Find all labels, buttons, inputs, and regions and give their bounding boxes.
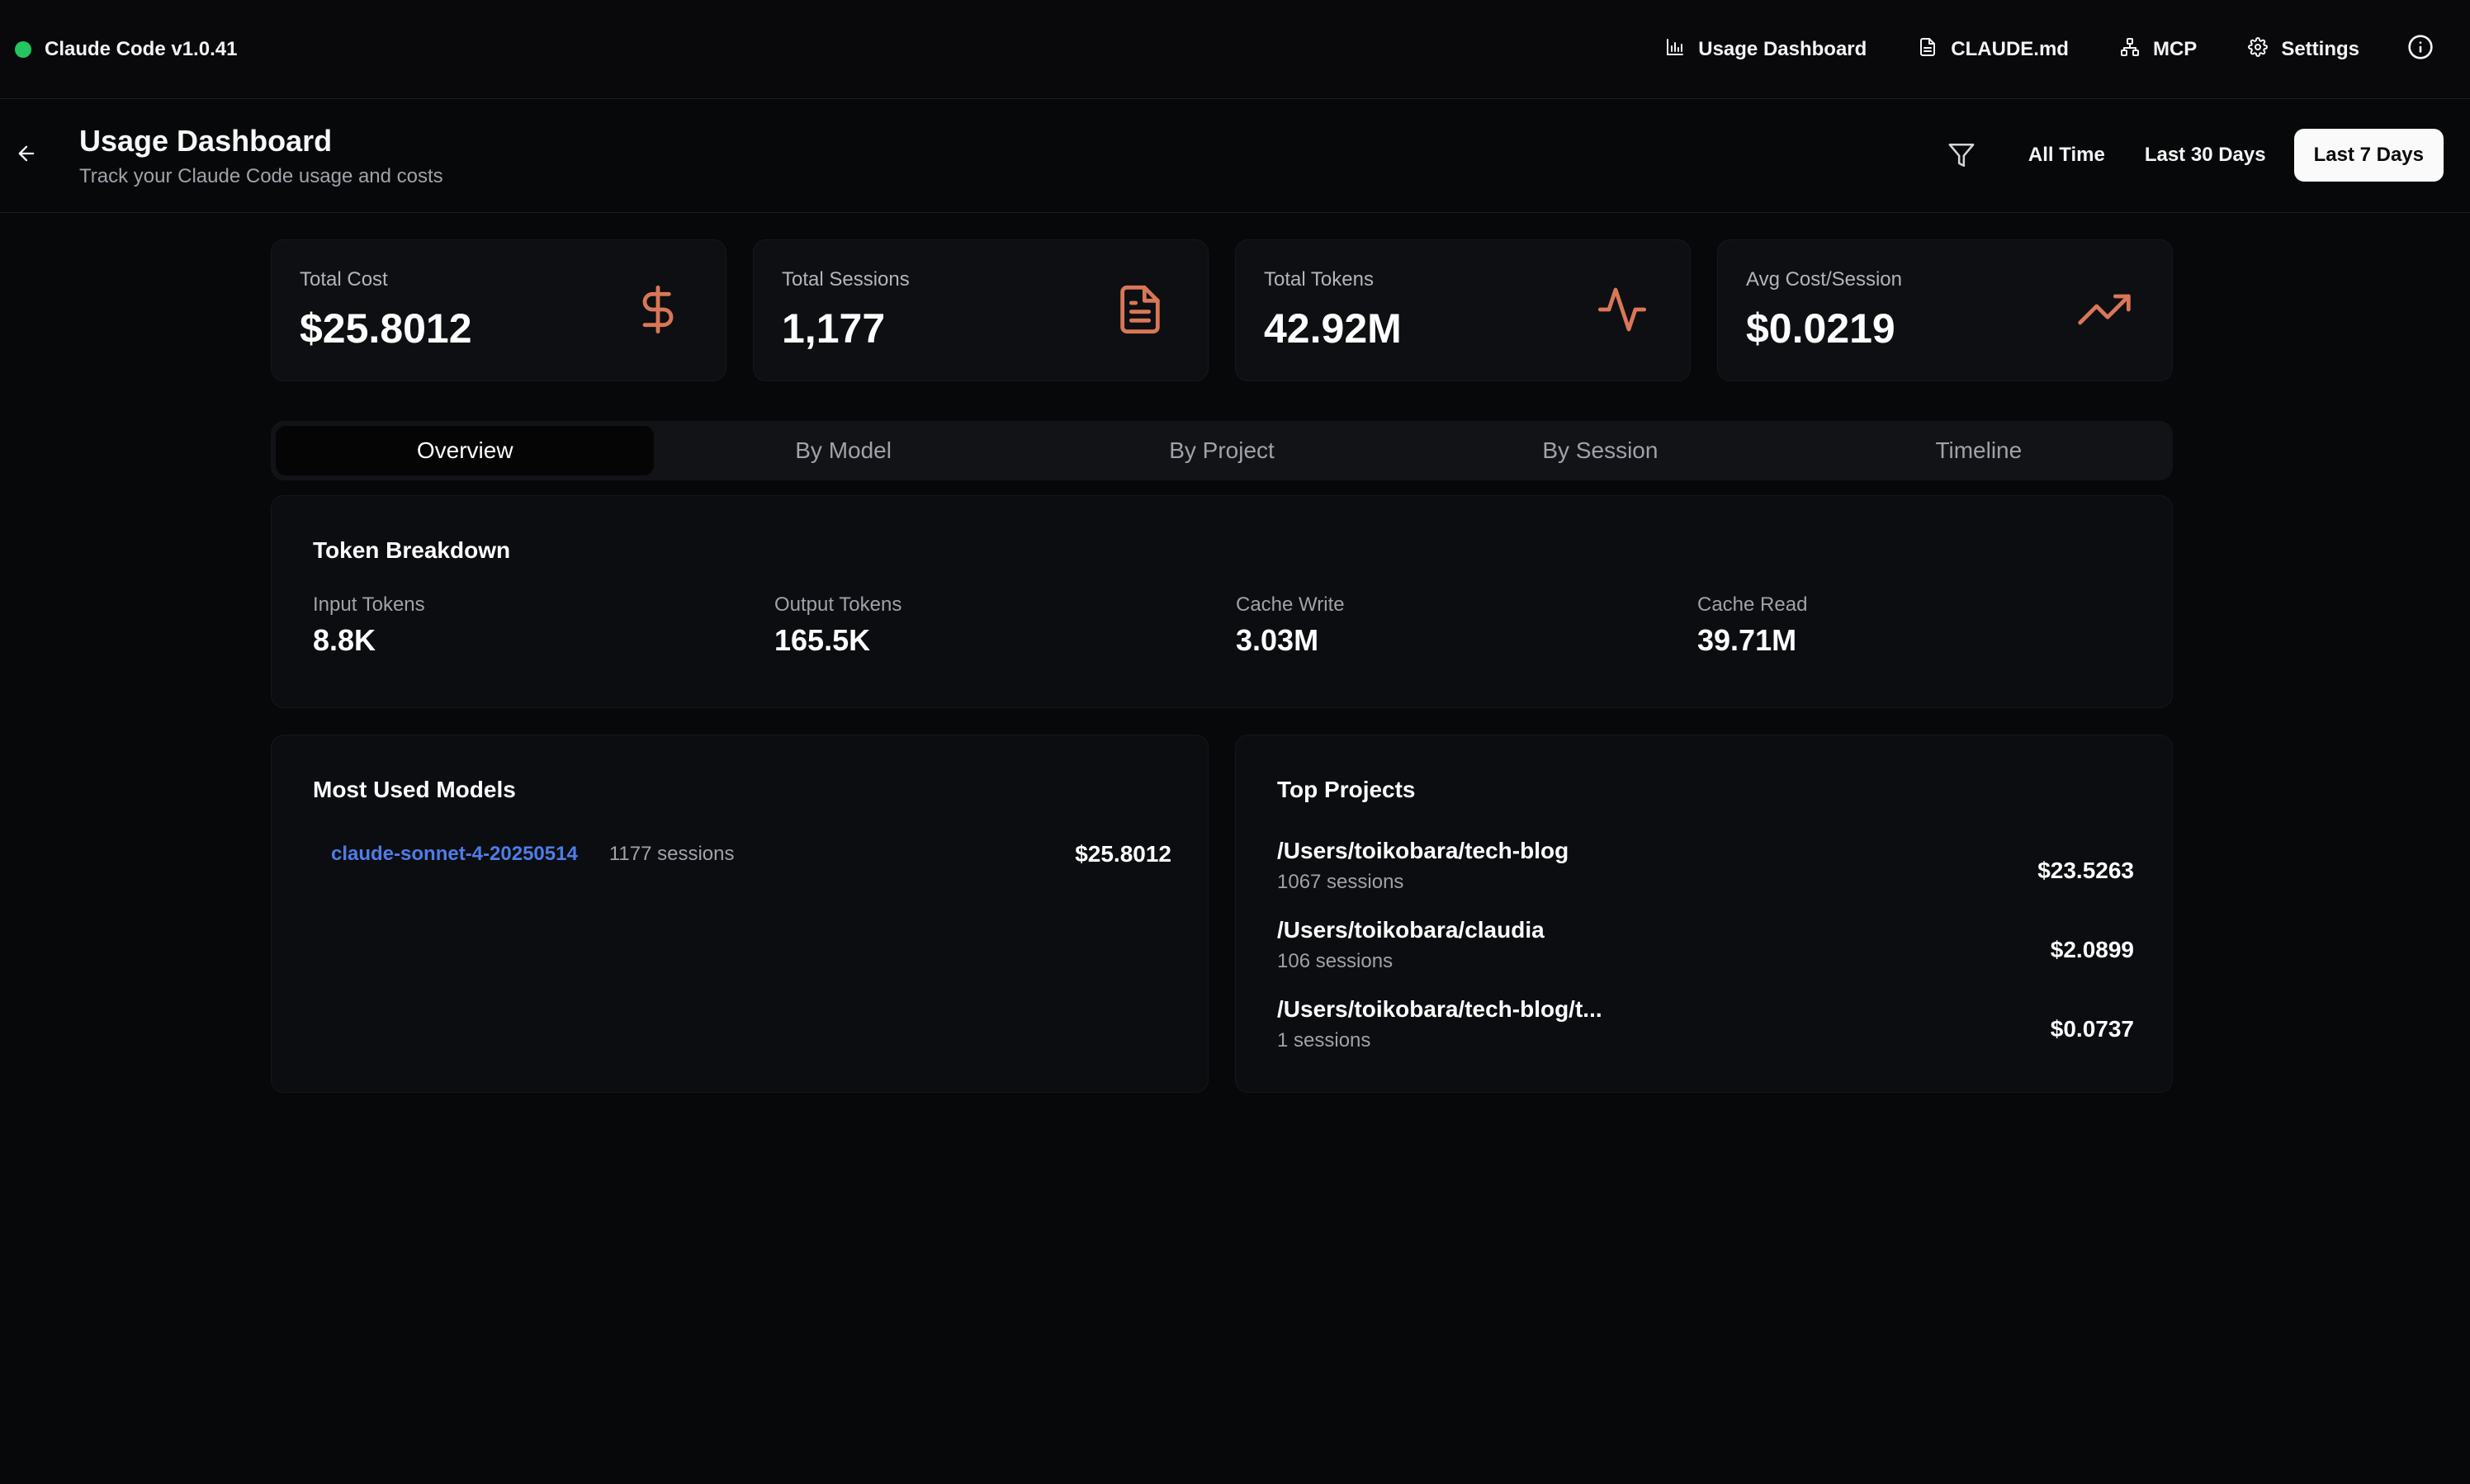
project-row[interactable]: /Users/toikobara/tech-blog 1067 sessions… — [1277, 838, 2134, 900]
back-button[interactable] — [13, 142, 40, 168]
stat-label: Total Sessions — [782, 268, 910, 291]
project-row[interactable]: /Users/toikobara/tech-blog/t... 1 sessio… — [1277, 996, 2134, 1059]
stat-label: Total Tokens — [1264, 268, 1374, 291]
stat-card-total-cost: Total Cost $25.8012 — [271, 239, 726, 381]
token-stat-cache-read: Cache Read 39.71M — [1697, 593, 1807, 658]
token-stat-label: Cache Write — [1236, 593, 1345, 616]
info-icon — [2407, 34, 2434, 66]
dollar-icon — [632, 283, 684, 336]
stat-value: $0.0219 — [1746, 305, 1895, 352]
stat-label: Total Cost — [300, 268, 388, 291]
nav-settings-label: Settings — [2281, 38, 2359, 60]
range-last-30-days-button[interactable]: Last 30 Days — [2144, 144, 2266, 166]
token-stat-output: Output Tokens 165.5K — [774, 593, 901, 658]
token-stat-value: 8.8K — [313, 623, 376, 657]
tab-overview[interactable]: Overview — [276, 426, 655, 475]
page-subtitle: Track your Claude Code usage and costs — [79, 165, 443, 187]
project-path: /Users/toikobara/tech-blog/t... — [1277, 996, 1602, 1022]
filter-icon — [1947, 141, 1976, 169]
dashboard-tabs: Overview By Model By Project By Session … — [271, 421, 2173, 480]
range-all-time-button[interactable]: All Time — [2028, 144, 2105, 166]
panel-title: Top Projects — [1277, 777, 1416, 802]
project-sessions: 1067 sessions — [1277, 871, 1404, 893]
top-bar: Claude Code v1.0.41 Usage Dashboard CLAU… — [0, 0, 2470, 99]
tab-timeline[interactable]: Timeline — [1935, 437, 2023, 463]
range-last-7-days-button[interactable]: Last 7 Days — [2293, 129, 2444, 182]
tab-by-model[interactable]: By Model — [795, 437, 892, 463]
trending-up-icon — [2078, 283, 2131, 336]
file-text-icon — [1114, 283, 1166, 336]
bar-chart-icon — [1665, 37, 1685, 63]
token-stat-value: 3.03M — [1236, 623, 1319, 657]
stat-value: $25.8012 — [300, 305, 472, 352]
page-title: Usage Dashboard — [79, 124, 333, 158]
project-cost: $23.5263 — [2037, 858, 2134, 883]
top-nav: Usage Dashboard CLAUDE.md MCP Settings — [1665, 25, 2470, 74]
nav-usage-dashboard-button[interactable]: Usage Dashboard — [1665, 25, 1867, 74]
project-path: /Users/toikobara/claudia — [1277, 917, 1545, 943]
status-dot — [15, 41, 31, 58]
token-stat-label: Output Tokens — [774, 593, 902, 616]
model-name: claude-sonnet-4-20250514 — [331, 843, 578, 865]
panel-title: Token Breakdown — [313, 537, 511, 563]
token-stat-label: Cache Read — [1697, 593, 1808, 616]
date-range-controls: All Time Last 30 Days Last 7 Days — [1947, 129, 2444, 182]
token-stat-cache-write: Cache Write 3.03M — [1236, 593, 1345, 658]
project-sessions: 106 sessions — [1277, 950, 1394, 972]
nav-claude-md-button[interactable]: CLAUDE.md — [1918, 25, 2069, 74]
app-title: Claude Code v1.0.41 — [15, 35, 237, 64]
nav-settings-button[interactable]: Settings — [2248, 25, 2359, 74]
token-stat-input: Input Tokens 8.8K — [313, 593, 425, 658]
nav-claude-md-label: CLAUDE.md — [1951, 38, 2069, 60]
top-projects-panel: Top Projects /Users/toikobara/tech-blog … — [1235, 735, 2173, 1093]
gear-icon — [2248, 36, 2269, 63]
token-breakdown-panel: Token Breakdown Input Tokens 8.8K Output… — [271, 495, 2173, 708]
most-used-models-panel: Most Used Models claude-sonnet-4-2025051… — [271, 735, 1209, 1093]
stat-label: Avg Cost/Session — [1746, 268, 1902, 291]
stat-card-total-tokens: Total Tokens 42.92M — [1235, 239, 1691, 381]
network-icon — [2120, 37, 2140, 63]
stat-value: 42.92M — [1264, 305, 1402, 352]
info-button[interactable] — [2407, 25, 2434, 74]
project-path: /Users/toikobara/tech-blog — [1277, 838, 1569, 863]
nav-mcp-label: MCP — [2152, 38, 2198, 60]
stat-card-avg-cost-session: Avg Cost/Session $0.0219 — [1717, 239, 2173, 381]
stat-value: 1,177 — [782, 305, 886, 352]
project-cost: $2.0899 — [2050, 937, 2134, 962]
panel-title: Most Used Models — [313, 777, 516, 802]
nav-usage-dashboard-label: Usage Dashboard — [1698, 38, 1867, 60]
token-stat-value: 165.5K — [774, 623, 871, 657]
page-header: Usage Dashboard Track your Claude Code u… — [0, 99, 2470, 213]
token-stat-label: Input Tokens — [313, 593, 425, 616]
tab-by-session[interactable]: By Session — [1542, 437, 1658, 463]
token-stat-value: 39.71M — [1697, 623, 1797, 657]
file-text-icon — [1918, 37, 1938, 63]
project-row[interactable]: /Users/toikobara/claudia 106 sessions $2… — [1277, 917, 2134, 980]
app-title-text: Claude Code v1.0.41 — [45, 38, 238, 60]
model-sessions: 1177 sessions — [608, 843, 735, 865]
project-cost: $0.0737 — [2050, 1016, 2134, 1042]
nav-mcp-button[interactable]: MCP — [2120, 25, 2197, 74]
stat-card-total-sessions: Total Sessions 1,177 — [753, 239, 1209, 381]
project-sessions: 1 sessions — [1277, 1029, 1371, 1052]
model-row[interactable]: claude-sonnet-4-20250514 1177 sessions $… — [313, 838, 1171, 871]
tab-by-project[interactable]: By Project — [1169, 437, 1275, 463]
arrow-left-icon — [15, 142, 38, 169]
model-cost: $25.8012 — [1075, 841, 1171, 867]
activity-icon — [1596, 283, 1649, 336]
